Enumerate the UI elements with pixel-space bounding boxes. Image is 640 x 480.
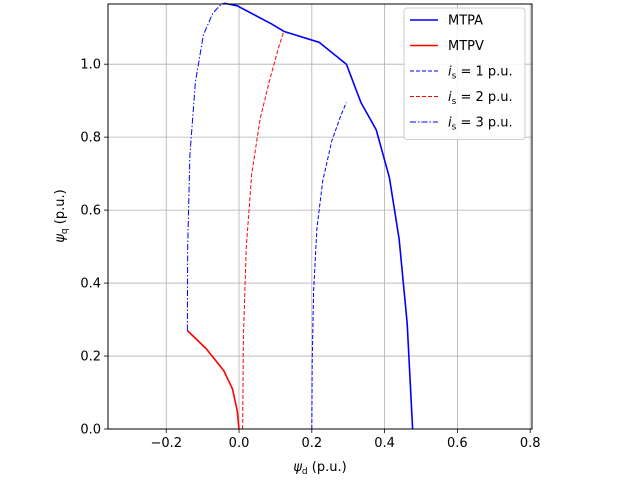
y-tick-label: 0.0: [80, 423, 101, 438]
y-tick-label: 1.0: [80, 58, 101, 73]
y-tick-label: 0.6: [80, 204, 101, 219]
legend-label: MTPA: [448, 14, 483, 29]
ticks: −0.2 0.0 0.2 0.4 0.6 0.8 0.0 0.2 0.4 0.6 0.8 1.0: [80, 58, 540, 451]
x-tick-label: 0.4: [374, 436, 395, 451]
legend-label: is = 3 p.u.: [448, 116, 513, 133]
y-tick-label: 0.2: [80, 350, 101, 365]
series-line-4: [186, 2, 225, 331]
legend: MTPA MTPV is = 1 p.u. is = 2 p.u. is = 3 p.u…: [403, 7, 526, 140]
legend-label: is = 1 p.u.: [448, 65, 513, 82]
x-axis-label: ψd (p.u.): [293, 460, 346, 477]
y-tick-label: 0.8: [80, 131, 101, 146]
y-tick-label: 0.4: [80, 277, 101, 292]
series-line-0: [224, 2, 414, 430]
x-tick-label: 0.2: [301, 436, 322, 451]
y-axis-label: ψq (p.u.): [53, 189, 70, 242]
legend-label: MTPV: [448, 39, 484, 54]
x-tick-label: 0.0: [229, 436, 250, 451]
series-line-1: [186, 329, 240, 430]
grid: [108, 4, 532, 430]
x-tick-label: −0.2: [150, 436, 182, 451]
legend-box: [403, 7, 526, 140]
plot-frame: [107, 3, 533, 430]
x-tick-label: 0.6: [447, 436, 468, 451]
x-tick-label: 0.8: [520, 436, 541, 451]
legend-label: is = 2 p.u.: [448, 90, 513, 107]
series-group: [186, 2, 414, 430]
series-line-2: [311, 102, 347, 430]
series-line-3: [242, 31, 285, 430]
